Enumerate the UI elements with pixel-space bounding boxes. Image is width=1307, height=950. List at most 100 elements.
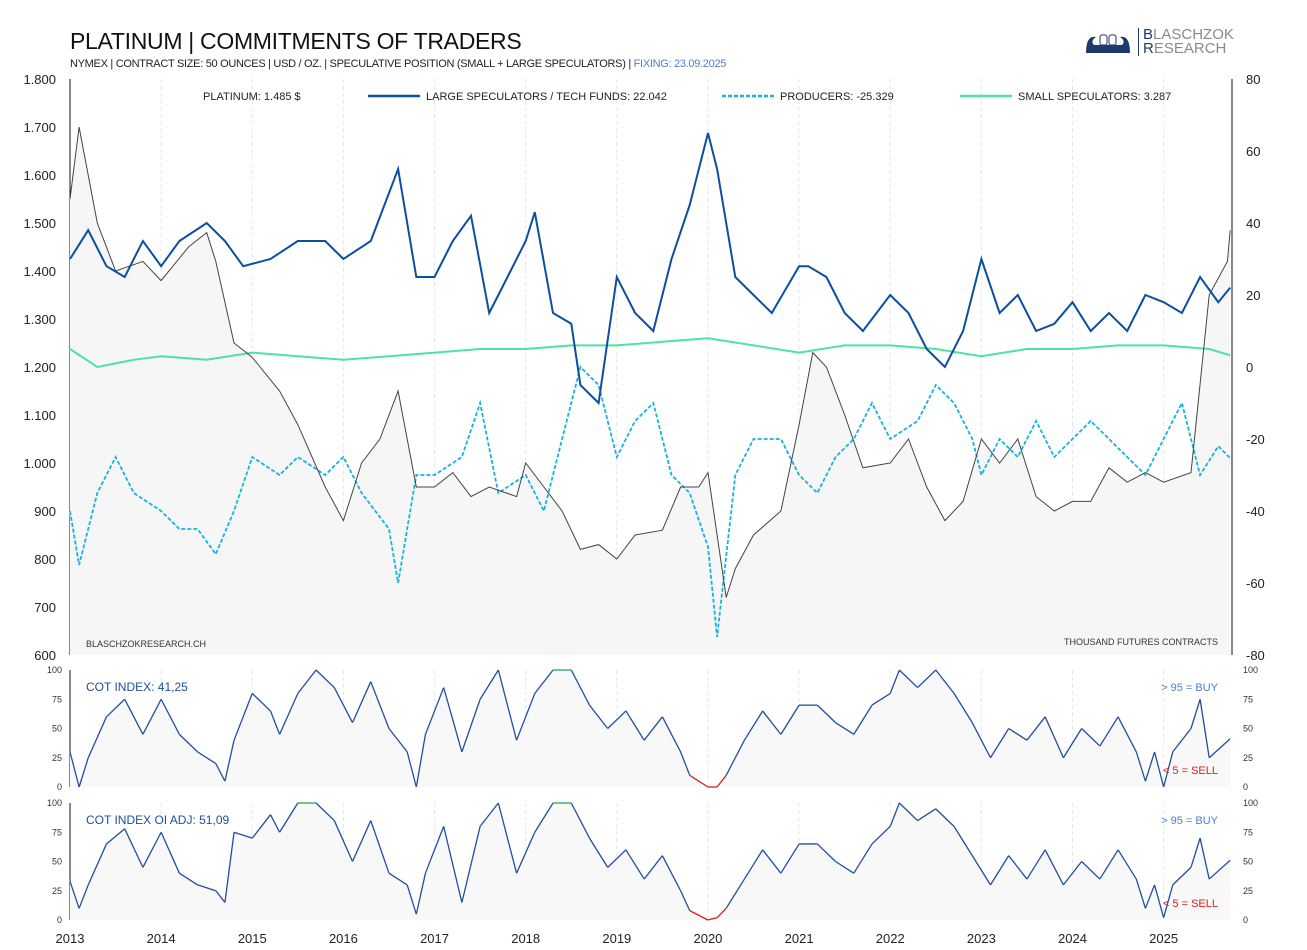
cot-segment — [689, 910, 709, 921]
cot-segment — [87, 843, 108, 886]
cot-right-tick: 0 — [1243, 782, 1248, 792]
cot-segment — [69, 751, 80, 788]
cot-segment — [1062, 861, 1083, 886]
cot-segment — [251, 814, 272, 839]
x-tick-label: 2018 — [511, 931, 540, 946]
cot-segment — [1008, 727, 1028, 741]
x-tick-label: 2017 — [420, 931, 449, 946]
cot-segment — [1199, 699, 1210, 758]
cot-area — [70, 803, 1231, 920]
cot-segment — [871, 692, 891, 706]
cot-segment — [106, 698, 126, 718]
cot-segment — [224, 740, 235, 782]
cot-segment — [534, 669, 554, 694]
cot-segment — [69, 881, 80, 909]
cot-segment — [570, 802, 591, 839]
cot-segment — [570, 669, 591, 706]
cot-segment — [917, 669, 937, 689]
cot-segment — [461, 826, 481, 903]
left-tick-label: 1.000 — [23, 456, 56, 471]
left-tick-label: 1.400 — [23, 264, 56, 279]
cot-segment — [279, 802, 299, 833]
cot-segment — [989, 728, 1010, 759]
cot-segment — [625, 849, 645, 880]
cot-right-tick: 50 — [1243, 724, 1253, 734]
cot-segment — [78, 757, 89, 788]
left-tick-label: 1.800 — [23, 72, 56, 87]
cot-segment — [415, 873, 427, 915]
right-tick-label: -20 — [1246, 432, 1265, 447]
cot-segment — [534, 802, 554, 833]
cot-segment — [707, 917, 718, 921]
left-tick-label: 700 — [34, 600, 56, 615]
cot-segment — [406, 884, 417, 915]
cot-segment — [443, 826, 463, 903]
right-tick-label: -40 — [1246, 504, 1265, 519]
cot-left-tick: 25 — [52, 753, 62, 763]
cot-segment — [106, 828, 126, 845]
cot-segment — [1081, 861, 1101, 880]
cot-segment — [588, 837, 609, 868]
chart-subtitle: NYMEX | CONTRACT SIZE: 50 OUNCES | USD /… — [70, 58, 726, 70]
cot-segment — [388, 872, 408, 886]
left-tick-label: 800 — [34, 552, 56, 567]
cot-segment — [661, 716, 682, 753]
cot-segment — [625, 710, 645, 741]
cot-segment — [124, 828, 144, 868]
cot-segment — [142, 698, 162, 735]
cot-segment — [351, 820, 372, 862]
cot-segment — [233, 693, 253, 741]
cot-segment — [971, 855, 992, 886]
watermark: BLASCHZOKRESEARCH.CH — [86, 639, 206, 649]
cot-segment — [780, 704, 800, 735]
cot-segment — [215, 763, 226, 782]
cot-segment — [953, 826, 973, 856]
series-large-speculators — [69, 132, 1231, 406]
cot-left-tick: 100 — [47, 798, 62, 808]
cot-segment — [607, 849, 627, 868]
cot-segment — [443, 687, 463, 753]
left-tick-label: 900 — [34, 504, 56, 519]
x-tick-label: 2019 — [602, 931, 631, 946]
chart-title: PLATINUM | COMMITMENTS OF TRADERS — [70, 28, 522, 54]
cot-segment — [1172, 866, 1192, 886]
subtitle-text: NYMEX | CONTRACT SIZE: 50 OUNCES | USD /… — [70, 58, 631, 70]
cot-segment — [607, 710, 627, 729]
left-tick-label: 600 — [34, 648, 56, 663]
cot-segment — [1026, 849, 1046, 880]
cot-segment — [1135, 878, 1147, 909]
right-tick-label: 20 — [1246, 288, 1260, 303]
cot-segment — [1208, 738, 1231, 759]
cot-segment — [78, 884, 89, 909]
cot-segment — [297, 669, 317, 694]
series-small-speculators — [69, 337, 1231, 369]
cot-segment — [424, 687, 445, 735]
cot-segment — [853, 704, 873, 735]
cot-segment — [269, 814, 281, 833]
cot-segment — [1135, 751, 1147, 782]
cot-right-tick: 100 — [1243, 665, 1258, 675]
cot-left-tick: 50 — [52, 857, 62, 867]
right-tick-label: 0 — [1246, 360, 1253, 375]
cot-segment — [197, 884, 217, 892]
cot-segment — [160, 698, 180, 735]
cot-segment — [1208, 859, 1231, 880]
cot-left-tick: 0 — [57, 782, 62, 792]
cot-left-tick: 75 — [52, 827, 62, 837]
cot-segment — [370, 681, 390, 729]
cot-segment — [1199, 837, 1210, 880]
cot-segment — [461, 699, 481, 753]
logo-text: BLASCHZOK RESEARCH — [1138, 27, 1234, 56]
cot-segment — [388, 728, 408, 753]
units-note: THOUSAND FUTURES CONTRACTS — [1064, 637, 1218, 647]
series-platinum-price — [69, 126, 1231, 598]
left-tick-label: 1.700 — [23, 120, 56, 135]
logo-emblem-icon — [1086, 34, 1130, 53]
cot-segment — [333, 820, 354, 862]
cot-segment — [780, 843, 800, 874]
cot-segment — [479, 802, 499, 827]
cot-segment — [269, 710, 281, 735]
x-tick-label: 2025 — [1149, 931, 1178, 946]
cot-segment — [762, 849, 782, 874]
